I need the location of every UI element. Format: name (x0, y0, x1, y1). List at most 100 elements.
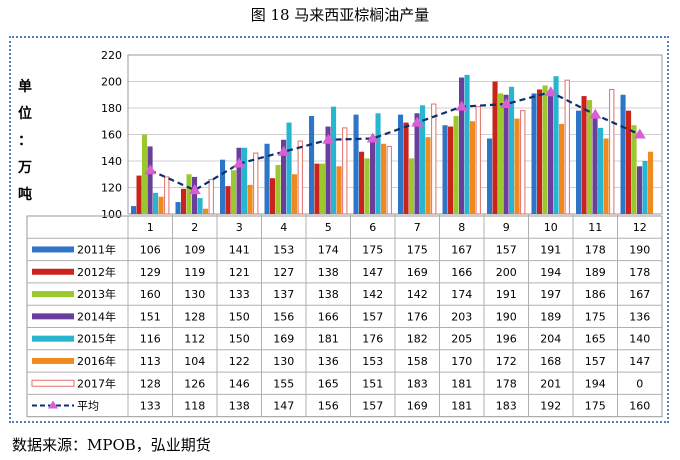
bar (314, 163, 320, 214)
legend-swatch (32, 313, 74, 320)
bar (642, 161, 648, 214)
data-label: 178 (585, 243, 606, 256)
bar (386, 145, 392, 215)
data-label: 133 (140, 400, 161, 413)
y-tick-label: 160 (101, 129, 122, 142)
bar (342, 127, 348, 215)
data-label: 150 (229, 333, 250, 346)
data-label: 190 (629, 243, 650, 256)
legend-swatch (32, 335, 74, 342)
data-label: 200 (496, 266, 517, 279)
bar (487, 138, 493, 214)
bar (403, 122, 409, 214)
average-marker (500, 98, 513, 109)
legend-swatch (31, 379, 75, 387)
bar (297, 140, 303, 215)
data-label: 142 (362, 288, 383, 301)
data-label: 196 (496, 333, 517, 346)
data-label: 189 (585, 266, 606, 279)
bar (398, 114, 404, 214)
data-label: 104 (184, 355, 205, 368)
legend-swatch (32, 357, 74, 364)
legend-label: 2017年 (77, 376, 116, 390)
bar (520, 110, 526, 215)
data-label: 169 (273, 333, 294, 346)
bar (336, 166, 342, 214)
data-label: 174 (318, 243, 339, 256)
data-label: 160 (629, 400, 650, 413)
average-marker (589, 108, 602, 119)
data-label: 169 (407, 266, 428, 279)
data-label: 153 (273, 243, 294, 256)
bar (164, 176, 170, 215)
average-marker (277, 145, 290, 156)
bar (448, 126, 454, 214)
data-label: 186 (585, 288, 606, 301)
data-label: 136 (629, 310, 650, 323)
data-label: 146 (229, 377, 250, 390)
data-label: 153 (362, 355, 383, 368)
data-label: 128 (184, 310, 205, 323)
data-label: 122 (229, 355, 250, 368)
bar (136, 175, 142, 214)
data-label: 137 (273, 288, 294, 301)
data-label: 136 (318, 355, 339, 368)
data-label: 127 (273, 266, 294, 279)
bar (203, 208, 209, 214)
data-label: 192 (540, 400, 561, 413)
unit-char: 万 (18, 160, 32, 176)
bar (264, 143, 270, 214)
bar (425, 137, 431, 214)
x-tick-label: 5 (325, 221, 332, 234)
data-label: 175 (585, 310, 606, 323)
bar (631, 125, 637, 214)
x-tick-label: 3 (236, 221, 243, 234)
data-label: 172 (496, 355, 517, 368)
data-label: 166 (318, 310, 339, 323)
data-label: 157 (585, 355, 606, 368)
bar (559, 123, 565, 214)
data-label: 112 (184, 333, 205, 346)
bar (409, 158, 415, 214)
bar (286, 122, 292, 214)
data-label: 174 (451, 288, 472, 301)
data-label: 175 (585, 400, 606, 413)
x-tick-label: 6 (369, 221, 376, 234)
x-tick-label: 9 (503, 221, 510, 234)
data-label: 147 (362, 266, 383, 279)
bar (564, 79, 570, 215)
data-label: 150 (229, 310, 250, 323)
y-tick-label: 200 (101, 76, 122, 89)
table-border (26, 215, 663, 418)
x-tick-label: 2 (191, 221, 198, 234)
bar (587, 100, 593, 214)
data-label: 157 (496, 243, 517, 256)
data-label: 205 (451, 333, 472, 346)
bar (325, 126, 331, 214)
figure-title: 图 18 马来西亚棕榈油产量 (250, 6, 430, 24)
bar (453, 115, 459, 214)
data-label: 151 (362, 377, 383, 390)
average-marker (633, 128, 646, 139)
data-label: 155 (273, 377, 294, 390)
unit-char: 吨 (18, 187, 32, 203)
bar (197, 198, 203, 214)
data-label: 165 (585, 333, 606, 346)
bar (309, 115, 315, 214)
data-label: 142 (407, 288, 428, 301)
unit-char: 位 (18, 106, 32, 122)
data-label: 130 (273, 355, 294, 368)
average-marker (233, 157, 246, 168)
data-label: 158 (407, 355, 428, 368)
average-marker (144, 164, 157, 175)
data-label: 182 (407, 333, 428, 346)
data-label: 113 (140, 355, 161, 368)
data-label: 121 (229, 266, 250, 279)
bar (637, 166, 643, 214)
bar (581, 96, 587, 214)
data-label: 147 (629, 355, 650, 368)
data-label: 167 (451, 243, 472, 256)
data-label: 118 (184, 400, 205, 413)
x-tick-label: 11 (588, 221, 602, 234)
data-label: 181 (318, 333, 339, 346)
